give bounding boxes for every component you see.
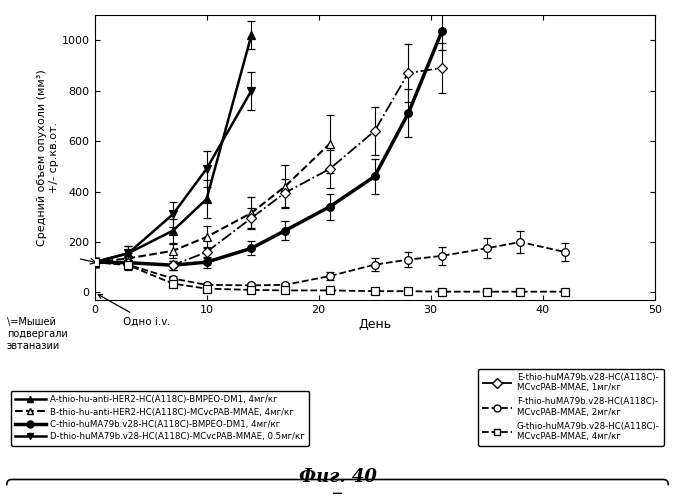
Y-axis label: Средний объем опухоли (мм³)
+/- ср.кв.от.: Средний объем опухоли (мм³) +/- ср.кв.от… — [37, 69, 59, 246]
X-axis label: День: День — [358, 318, 391, 330]
Text: \=Мышей
подвергали
эвтаназии: \=Мышей подвергали эвтаназии — [7, 318, 68, 350]
Text: Фиг. 40: Фиг. 40 — [298, 468, 377, 486]
Legend: E-thio-huMA79b.v28-HC(A118C)-
MCvcPAB-MMAE, 1мг/кг, F-thio-huMA79b.v28-HC(A118C): E-thio-huMA79b.v28-HC(A118C)- MCvcPAB-MM… — [478, 368, 664, 446]
Text: Одно i.v.: Одно i.v. — [98, 294, 169, 326]
Legend: A-thio-hu-anti-HER2-HC(A118C)-BMPEO-DM1, 4мг/кг, B-thio-hu-anti-HER2-HC(A118C)-M: A-thio-hu-anti-HER2-HC(A118C)-BMPEO-DM1,… — [11, 391, 309, 446]
Text: ━━: ━━ — [333, 488, 342, 498]
